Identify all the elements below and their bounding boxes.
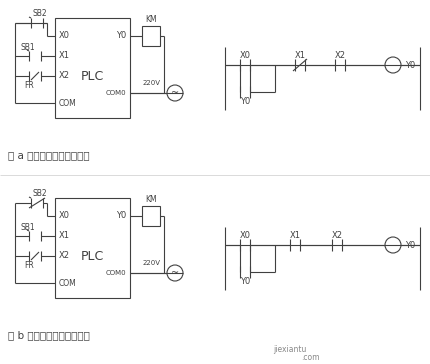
Text: （ a ）停止按钮接常开触点: （ a ）停止按钮接常开触点 <box>8 150 89 160</box>
Text: X0: X0 <box>59 32 70 40</box>
Text: X2: X2 <box>334 51 345 59</box>
Text: ~: ~ <box>171 268 178 278</box>
Text: Y0: Y0 <box>404 60 414 70</box>
Text: FR: FR <box>24 261 34 270</box>
Circle shape <box>384 237 400 253</box>
Text: COM: COM <box>59 99 77 107</box>
Text: SB1: SB1 <box>21 44 36 52</box>
Text: X0: X0 <box>239 230 250 240</box>
Text: Y0: Y0 <box>240 98 249 107</box>
Text: Y0: Y0 <box>116 211 126 221</box>
Text: PLC: PLC <box>81 70 104 83</box>
Text: SB2: SB2 <box>33 190 47 198</box>
Text: FR: FR <box>24 82 34 91</box>
Text: X1: X1 <box>289 230 300 240</box>
Bar <box>55 18 130 118</box>
Text: PLC: PLC <box>81 249 104 262</box>
Text: X0: X0 <box>239 51 250 59</box>
Text: X2: X2 <box>59 252 70 261</box>
Text: X2: X2 <box>331 230 342 240</box>
Text: ~: ~ <box>171 88 178 98</box>
Text: KM: KM <box>145 195 157 205</box>
Circle shape <box>384 57 400 73</box>
Text: （ b ）停止按钮接常闭触点: （ b ）停止按钮接常闭触点 <box>8 330 90 340</box>
Text: COM: COM <box>59 278 77 288</box>
Bar <box>55 198 130 298</box>
Text: 220V: 220V <box>143 80 161 86</box>
Text: jiexiantu: jiexiantu <box>273 345 306 355</box>
Circle shape <box>166 85 183 101</box>
Text: COM0: COM0 <box>105 270 126 276</box>
Text: X1: X1 <box>59 51 70 60</box>
Text: COM0: COM0 <box>105 90 126 96</box>
Bar <box>141 206 160 226</box>
Text: Y0: Y0 <box>404 241 414 249</box>
Text: Y0: Y0 <box>240 277 249 286</box>
Text: SB1: SB1 <box>21 223 36 233</box>
Text: 220V: 220V <box>143 260 161 266</box>
Text: X1: X1 <box>59 232 70 241</box>
Text: X0: X0 <box>59 211 70 221</box>
Text: SB2: SB2 <box>33 9 47 19</box>
Text: .com: .com <box>300 353 319 363</box>
Text: KM: KM <box>145 16 157 24</box>
Text: X1: X1 <box>294 51 305 59</box>
Bar <box>141 26 160 46</box>
Text: Y0: Y0 <box>116 32 126 40</box>
Circle shape <box>166 265 183 281</box>
Text: X2: X2 <box>59 71 70 80</box>
